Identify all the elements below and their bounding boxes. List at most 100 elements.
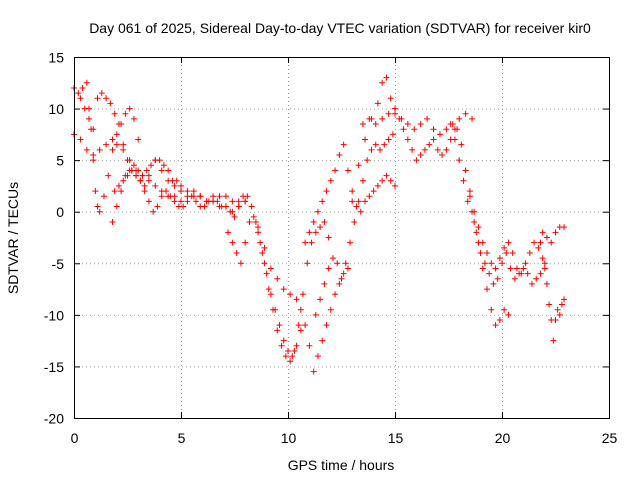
data-point	[94, 95, 101, 102]
series-track-n	[447, 121, 548, 287]
data-point	[421, 146, 428, 153]
data-point	[152, 157, 159, 164]
data-point	[229, 208, 236, 215]
data-point	[270, 306, 277, 313]
data-point	[94, 203, 101, 210]
data-point	[173, 177, 180, 184]
series-track-p	[466, 188, 546, 277]
data-point	[96, 146, 103, 153]
data-point	[379, 115, 386, 122]
series-track-m	[359, 105, 458, 164]
series-track-f	[152, 157, 300, 303]
data-point	[362, 136, 369, 143]
data-point	[274, 275, 281, 282]
data-point	[310, 368, 317, 375]
y-axis-title: SDTVAR / TECUs	[5, 182, 21, 294]
data-point	[332, 167, 339, 174]
data-point	[299, 291, 306, 298]
data-point	[385, 110, 392, 117]
data-point	[107, 100, 114, 107]
x-axis-title: GPS time / hours	[288, 457, 395, 473]
data-point	[113, 131, 120, 138]
data-point	[334, 260, 341, 267]
x-tick-label: 0	[71, 430, 79, 446]
y-tick-label: 10	[48, 101, 64, 117]
data-point	[546, 301, 553, 308]
data-point	[404, 121, 411, 128]
data-point	[289, 353, 296, 360]
y-tick-label: -15	[44, 359, 64, 375]
data-point	[325, 265, 332, 272]
data-point	[293, 342, 300, 349]
data-point	[216, 203, 223, 210]
data-point	[184, 193, 191, 200]
data-point	[479, 239, 486, 246]
data-point	[329, 255, 336, 262]
data-point	[317, 224, 324, 231]
data-point	[505, 311, 512, 318]
data-point	[379, 177, 386, 184]
data-point	[154, 203, 161, 210]
data-point	[158, 167, 165, 174]
data-point	[190, 188, 197, 195]
x-tick-label: 25	[602, 430, 618, 446]
data-point	[141, 182, 148, 189]
x-tick-label: 5	[178, 430, 186, 446]
data-point	[242, 239, 249, 246]
data-point	[201, 203, 208, 210]
data-point	[541, 265, 548, 272]
data-point	[392, 105, 398, 112]
data-point	[535, 244, 542, 251]
data-point	[130, 115, 137, 122]
data-point	[178, 198, 184, 205]
data-point	[486, 270, 493, 277]
data-point	[368, 146, 375, 153]
data-point	[466, 193, 473, 200]
data-point	[439, 151, 446, 158]
data-point	[265, 286, 272, 293]
series-track-g	[225, 213, 304, 360]
data-point	[278, 342, 285, 349]
data-point	[499, 260, 505, 267]
data-point	[255, 224, 262, 231]
data-point	[533, 275, 540, 282]
data-point	[90, 126, 97, 133]
data-point	[379, 79, 386, 86]
data-point	[113, 203, 120, 210]
y-tick-label: 15	[48, 50, 64, 66]
data-point	[366, 193, 373, 200]
data-point	[109, 136, 116, 143]
data-point	[342, 260, 349, 267]
data-point	[496, 317, 503, 324]
data-point	[321, 280, 328, 287]
data-point	[505, 239, 512, 246]
data-point	[383, 74, 390, 81]
data-point	[165, 177, 172, 184]
data-point	[126, 105, 133, 112]
data-point	[469, 115, 476, 122]
series-track-j	[302, 141, 398, 246]
data-point	[481, 260, 488, 267]
data-point	[79, 84, 86, 91]
data-point	[210, 198, 217, 205]
data-point	[381, 141, 388, 148]
data-point	[302, 322, 309, 329]
data-point	[255, 229, 262, 236]
data-point	[355, 162, 362, 169]
data-point	[229, 239, 236, 246]
data-point	[321, 219, 328, 226]
series-track-l	[349, 74, 476, 195]
data-point	[225, 229, 232, 236]
data-point	[561, 224, 568, 231]
data-point	[494, 275, 501, 282]
data-point	[178, 182, 184, 189]
data-point	[323, 322, 330, 329]
data-point	[409, 146, 416, 153]
data-point	[83, 79, 90, 86]
data-point	[297, 306, 304, 313]
data-point	[417, 151, 424, 158]
data-point	[85, 115, 92, 122]
data-point	[436, 131, 443, 138]
data-point	[400, 126, 407, 133]
data-point	[460, 177, 467, 184]
